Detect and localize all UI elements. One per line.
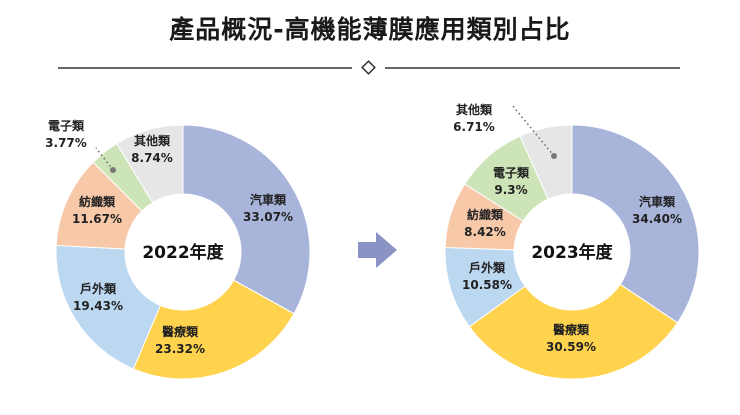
slice-category-label-2023-0: 汽車類: [639, 194, 676, 209]
slice-value-label-2022-3: 11.67%: [72, 212, 122, 226]
slice-2022-2: [55, 244, 161, 370]
slice-2023-1: [468, 283, 679, 380]
slice-category-label-2022-3: 紡織類: [79, 194, 116, 209]
callout-dot-2023: [551, 153, 557, 159]
slice-value-label-2023-3: 8.42%: [464, 225, 506, 239]
slice-value-label-2023-2: 10.58%: [462, 278, 512, 292]
slice-category-label-2022-0: 汽車類: [250, 192, 287, 207]
slice-value-label-2023-0: 34.40%: [632, 212, 682, 226]
callout-line-2023: [511, 104, 555, 157]
slice-category-label-2022-2: 戶外類: [80, 281, 117, 296]
donut-2022: 汽車類 33.07% 醫療類 23.32% 戶外類 19.43% 紡織類 11.67% 電子類 3…: [45, 118, 311, 380]
slice-category-label-2023-4: 電子類: [493, 165, 530, 180]
slice-category-label-2022-1: 醫療類: [162, 324, 199, 339]
slice-category-label-2023-1: 醫療類: [553, 322, 590, 337]
slice-2022-5: [116, 124, 184, 204]
chart-title: 產品概況-高機能薄膜應用類別占比: [169, 15, 571, 44]
slice-value-label-2023-5: 6.71%: [453, 120, 495, 134]
slice-value-label-2023-1: 30.59%: [546, 340, 596, 354]
slice-value-label-2022-2: 19.43%: [73, 299, 123, 313]
slice-category-label-2022-4: 電子類: [48, 118, 85, 133]
slice-category-label-2023-3: 紡織類: [467, 207, 504, 222]
slice-value-label-2022-5: 8.74%: [131, 151, 173, 165]
slice-2022-0: [182, 124, 311, 315]
slice-category-label-2022-5: 其他類: [134, 133, 171, 148]
slice-value-label-2022-1: 23.32%: [155, 342, 205, 356]
slice-value-label-2022-0: 33.07%: [243, 210, 293, 224]
center-year-label-2022: 2022年度: [142, 242, 224, 263]
donut-2023: 汽車類 34.40% 醫療類 30.59% 戶外類 10.58% 紡織類 8.42% 電子類 9.…: [444, 102, 700, 380]
center-year-label-2023: 2023年度: [531, 242, 613, 263]
slice-2023-0: [571, 124, 700, 324]
callout-dot-2022: [110, 167, 116, 173]
slice-category-label-2023-2: 戶外類: [469, 260, 506, 275]
slice-value-label-2022-4: 3.77%: [45, 136, 87, 150]
callout-line-2022: [95, 147, 114, 171]
slice-value-label-2023-4: 9.3%: [494, 183, 527, 197]
arrow-icon: [358, 232, 397, 268]
slice-2022-1: [132, 279, 295, 380]
slice-category-label-2023-5: 其他類: [456, 102, 493, 117]
title-divider-diamond: [361, 60, 376, 75]
